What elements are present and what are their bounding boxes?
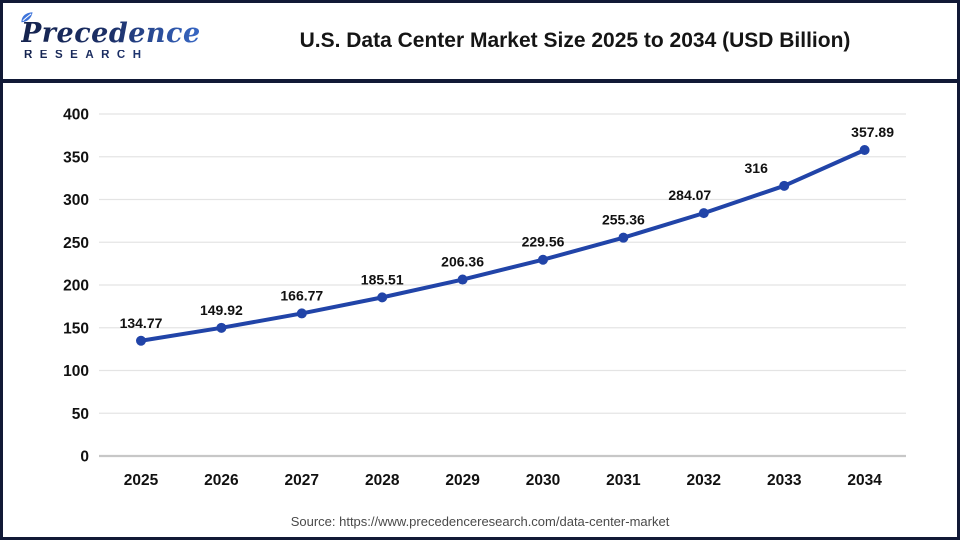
y-tick-label: 50	[72, 406, 89, 423]
logo-brand-text: Precedence	[21, 12, 221, 50]
x-tick-label: 2028	[365, 472, 400, 489]
data-point-marker	[538, 254, 548, 265]
x-tick-label: 2032	[687, 472, 721, 489]
y-tick-label: 0	[80, 449, 89, 466]
data-point-label: 284.07	[668, 187, 711, 203]
chart-area: 0 50 100 150 200 250 300 350 400 2025 2026 2027 2028…	[3, 83, 957, 511]
data-point-marker	[296, 308, 307, 319]
x-tick-label: 2025	[124, 472, 159, 489]
data-point-marker	[377, 292, 388, 303]
y-tick-label: 400	[63, 107, 89, 124]
x-tick-label: 2027	[285, 472, 319, 489]
data-point-marker	[136, 335, 146, 346]
data-point-marker	[779, 180, 790, 191]
chart-title: U.S. Data Center Market Size 2025 to 203…	[299, 29, 851, 52]
y-tick-label: 250	[63, 235, 89, 252]
header-divider	[3, 79, 957, 83]
data-point-label: 149.92	[200, 302, 243, 318]
precedence-research-logo: Precedence RESEARCH	[21, 12, 221, 62]
header: Precedence RESEARCH U.S. Data Center Mar…	[3, 3, 957, 79]
data-point-marker	[698, 208, 709, 219]
data-point-marker	[457, 274, 468, 285]
source-text: Source: https://www.precedenceresearch.c…	[290, 514, 670, 529]
x-tick-label: 2030	[526, 472, 560, 489]
market-size-chart: 0 50 100 150 200 250 300 350 400 2025 2026 2027 2028…	[63, 107, 906, 489]
x-tick-label: 2029	[445, 472, 480, 489]
data-point-label: 316	[745, 160, 769, 176]
data-point-label: 185.51	[361, 271, 404, 287]
x-tick-label: 2033	[767, 472, 802, 489]
data-point-label: 357.89	[851, 124, 894, 140]
y-tick-label: 150	[63, 320, 89, 337]
data-series-line	[139, 148, 867, 343]
y-tick-label: 350	[63, 149, 89, 166]
data-point-label: 134.77	[120, 315, 163, 331]
data-point-marker	[216, 322, 227, 333]
data-point-label: 255.36	[602, 212, 645, 228]
x-tick-label: 2026	[204, 472, 239, 489]
leaf-icon	[21, 12, 33, 23]
y-tick-label: 200	[63, 278, 89, 295]
footer: Source: https://www.precedenceresearch.c…	[3, 511, 957, 537]
y-tick-label: 300	[63, 192, 89, 209]
x-tick-label: 2034	[847, 472, 882, 489]
data-point-label: 206.36	[441, 254, 484, 270]
data-point-label: 166.77	[280, 287, 323, 303]
x-tick-label: 2031	[606, 472, 641, 489]
data-point-marker	[618, 232, 629, 243]
data-point-marker	[859, 145, 870, 156]
logo-brand-label: Precedence	[21, 18, 201, 50]
data-point-label: 229.56	[522, 234, 565, 250]
y-tick-label: 100	[63, 363, 89, 380]
logo-tagline: RESEARCH	[21, 50, 221, 62]
